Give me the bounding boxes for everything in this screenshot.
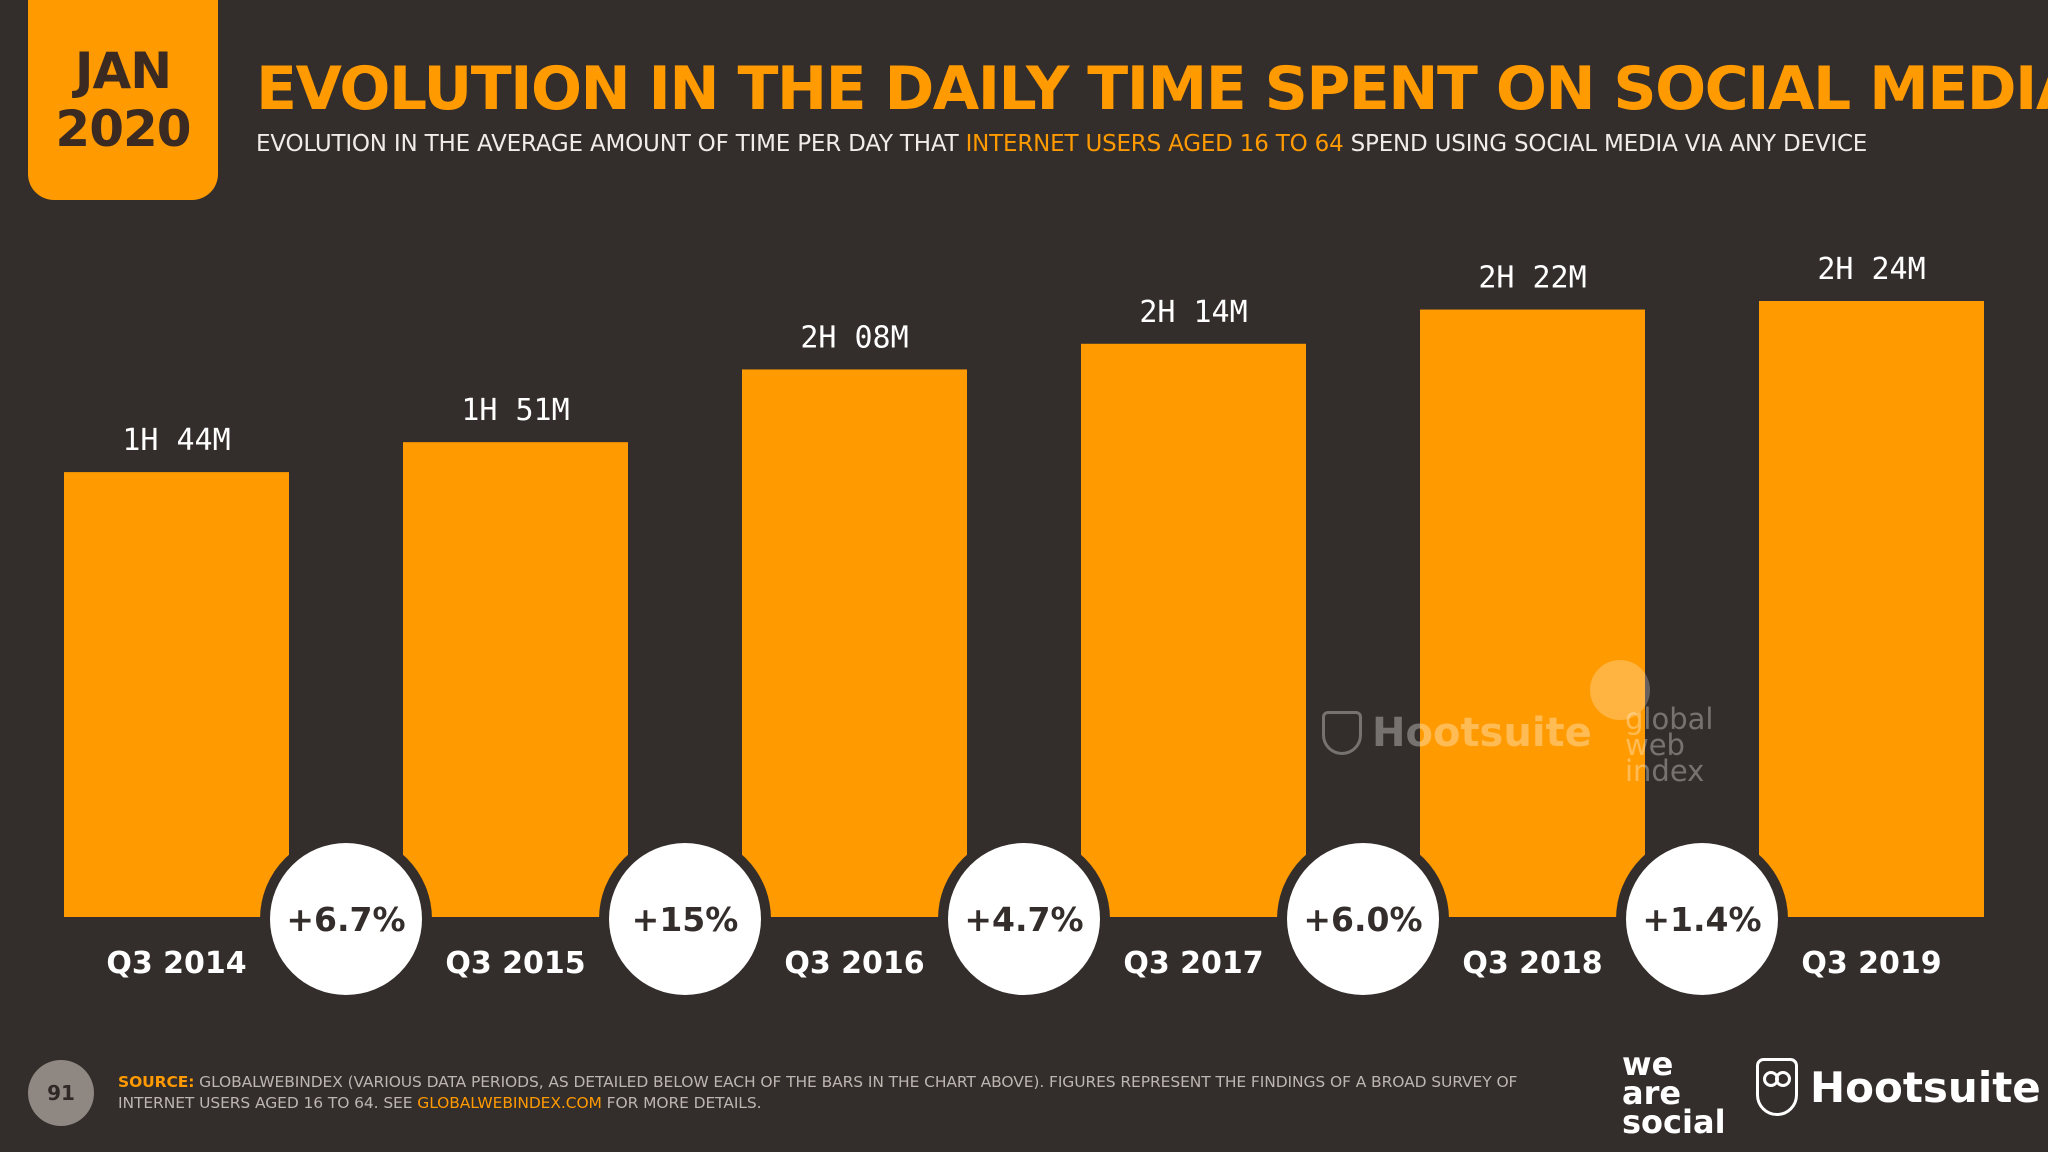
bar — [1420, 309, 1645, 917]
watermark-hootsuite: Hootsuite — [1322, 710, 1592, 756]
growth-badge — [1626, 843, 1778, 995]
bar-value-label: 2H 08M — [800, 320, 908, 355]
bar — [742, 369, 967, 917]
bar-value-label: 1H 51M — [461, 393, 569, 428]
category-label: Q3 2016 — [784, 946, 924, 981]
watermark-glow-icon — [1590, 660, 1650, 720]
category-label: Q3 2019 — [1801, 946, 1941, 981]
watermark-gwi-line: web — [1625, 728, 1685, 763]
date-badge: JAN 2020 — [28, 0, 218, 200]
source-text: GLOBALWEBINDEX (VARIOUS DATA PERIODS, AS… — [118, 1073, 1518, 1112]
growth-label: +1.4% — [1642, 900, 1761, 939]
hootsuite-logo: Hootsuite — [1756, 1058, 2041, 1116]
source-tail: FOR MORE DETAILS. — [601, 1094, 762, 1112]
bar — [403, 442, 628, 917]
source-note: SOURCE: GLOBALWEBINDEX (VARIOUS DATA PER… — [118, 1072, 1598, 1114]
badge-year: 2020 — [55, 100, 191, 158]
bar — [1759, 301, 1984, 917]
brand-was-line: we — [1622, 1045, 1674, 1083]
subtitle-text: EVOLUTION IN THE AVERAGE AMOUNT OF TIME … — [256, 131, 966, 157]
watermark-gwi-line: index — [1625, 754, 1705, 789]
category-label: Q3 2014 — [106, 946, 246, 981]
page-title: EVOLUTION IN THE DAILY TIME SPENT ON SOC… — [256, 54, 2048, 124]
bar — [1081, 343, 1306, 917]
growth-label: +15% — [632, 900, 739, 939]
growth-label: +6.0% — [1303, 900, 1422, 939]
bar — [64, 472, 289, 917]
brand-was-line: social — [1622, 1102, 1726, 1141]
bar-value-label: 2H 24M — [1817, 252, 1925, 287]
bar-value-label: 1H 44M — [122, 423, 230, 458]
category-label: Q3 2017 — [1123, 946, 1263, 981]
category-label: Q3 2018 — [1462, 946, 1602, 981]
page-number: 91 — [28, 1060, 94, 1126]
badge-month: JAN — [74, 42, 172, 100]
subtitle-text-end: SPEND USING SOCIAL MEDIA VIA ANY DEVICE — [1343, 131, 1868, 157]
growth-badge — [948, 843, 1100, 995]
growth-badge — [270, 843, 422, 995]
hootsuite-logo-text: Hootsuite — [1810, 1062, 2041, 1112]
brand-was-line: are — [1622, 1073, 1682, 1112]
growth-badge — [1287, 843, 1439, 995]
bar-value-label: 2H 14M — [1139, 295, 1247, 330]
owl-icon — [1322, 711, 1362, 755]
owl-icon — [1756, 1058, 1798, 1116]
watermark-hootsuite-text: Hootsuite — [1372, 710, 1592, 756]
watermark-gwi-line: global — [1625, 702, 1714, 736]
growth-label: +6.7% — [286, 900, 405, 939]
bar-value-label: 2H 22M — [1478, 261, 1586, 296]
source-label: SOURCE: — [118, 1073, 195, 1091]
category-label: Q3 2015 — [445, 946, 585, 981]
source-link[interactable]: GLOBALWEBINDEX.COM — [417, 1094, 602, 1112]
growth-label: +4.7% — [964, 900, 1083, 939]
page-subtitle: EVOLUTION IN THE AVERAGE AMOUNT OF TIME … — [256, 131, 1867, 157]
watermark-globalwebindex: global web index — [1625, 702, 1714, 789]
growth-badge — [609, 843, 761, 995]
subtitle-highlight: INTERNET USERS AGED 16 TO 64 — [965, 131, 1344, 157]
we-are-social-logo: we are social — [1622, 1045, 1726, 1141]
